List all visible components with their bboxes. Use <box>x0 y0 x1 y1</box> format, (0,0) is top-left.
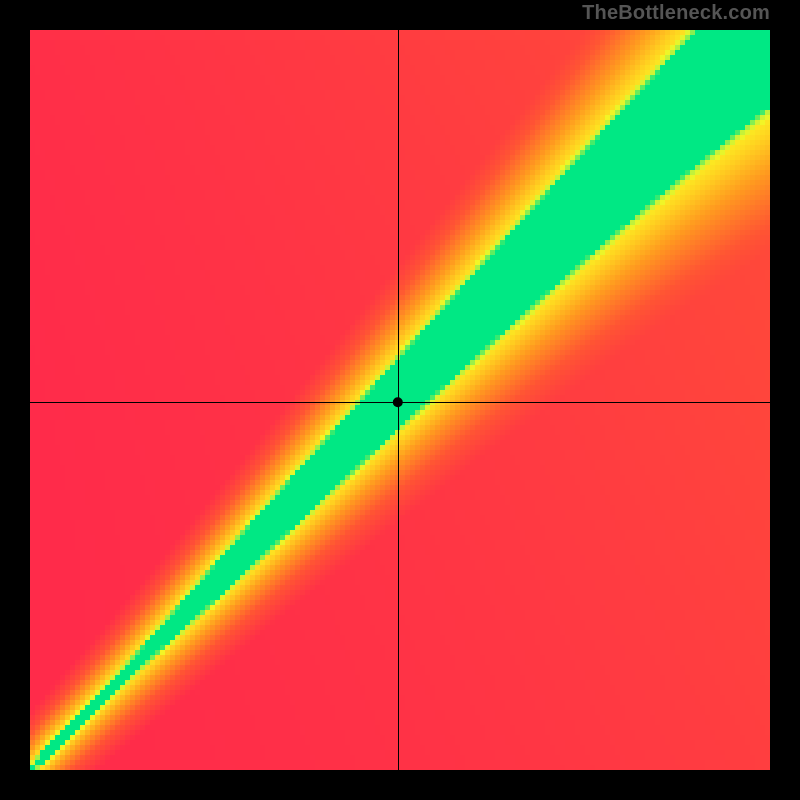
watermark-text: TheBottleneck.com <box>582 2 770 25</box>
chart-container: TheBottleneck.com <box>0 0 800 800</box>
bottleneck-heatmap <box>30 30 770 770</box>
